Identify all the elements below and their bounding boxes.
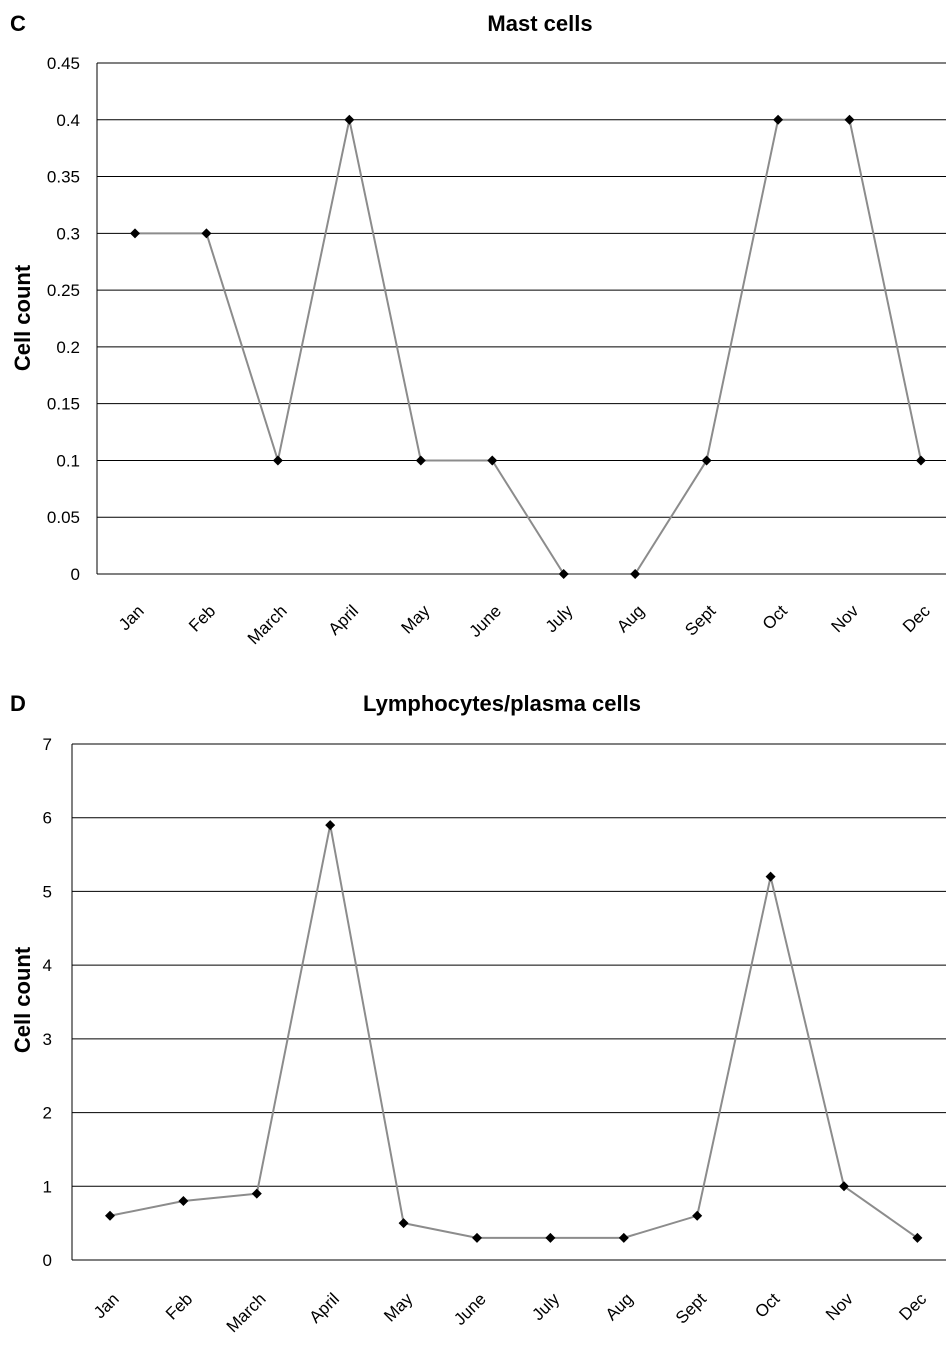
y-tick-label: 0.25 [47, 281, 80, 300]
y-tick-label: 6 [43, 809, 52, 828]
x-tick-label: June [450, 1289, 490, 1329]
y-tick-label: 4 [43, 956, 52, 975]
panel-letter: D [10, 691, 26, 716]
data-point [773, 114, 784, 125]
series-line [135, 118, 922, 575]
x-tick-label: April [306, 1289, 343, 1326]
panel-letter: C [10, 11, 26, 36]
y-tick-label: 0 [71, 565, 80, 584]
x-tick-label: Oct [759, 601, 791, 633]
y-tick-label: 0.2 [56, 338, 80, 357]
x-tick-label: Nov [828, 601, 863, 636]
x-tick-label: Oct [751, 1289, 783, 1321]
data-point [844, 114, 855, 125]
y-tick-label: 3 [43, 1030, 52, 1049]
x-tick-label: May [397, 601, 433, 637]
x-tick-label: April [325, 601, 362, 638]
lymphocytes-plasma-cells-chart: D Lymphocytes/plasma cells Cell count 0 1… [10, 691, 946, 1336]
data-point [558, 569, 569, 579]
data-point [344, 114, 355, 125]
x-tick-label: Jan [115, 601, 148, 634]
data-point [912, 1232, 923, 1243]
y-tick-label: 2 [43, 1104, 52, 1123]
data-point [487, 455, 498, 466]
y-tick-label: 0.1 [56, 451, 80, 470]
x-tick-label: Aug [613, 601, 648, 636]
x-tick-label: March [223, 1289, 270, 1336]
mast-cells-chart: C Mast cells Cell count 0 0.05 0.1 0.15 0.2 0… [10, 11, 946, 648]
x-tick-label: June [466, 601, 506, 641]
x-tick-label: Feb [185, 601, 219, 635]
data-point [105, 1210, 115, 1221]
chart-title: Mast cells [487, 11, 592, 36]
data-point [701, 455, 712, 466]
y-axis-label: Cell count [10, 946, 35, 1053]
y-tick-label: 0.4 [56, 111, 80, 130]
data-point [630, 569, 641, 579]
y-axis-label: Cell count [10, 264, 35, 371]
data-point [618, 1232, 629, 1243]
y-tick-label: 1 [43, 1177, 52, 1196]
x-tick-label: Sept [672, 1289, 710, 1327]
data-point [251, 1188, 262, 1199]
data-point [545, 1232, 556, 1243]
x-tick-label: Sept [681, 601, 719, 639]
x-tick-label: Dec [895, 1289, 930, 1324]
data-point [692, 1210, 703, 1221]
x-tick-label: March [244, 601, 291, 648]
x-tick-label: Aug [602, 1289, 637, 1324]
data-point [839, 1181, 849, 1192]
y-tick-label: 0.35 [47, 168, 80, 187]
y-tick-label: 0.45 [47, 54, 80, 73]
data-point [272, 455, 283, 466]
x-tick-label: Feb [162, 1289, 196, 1323]
data-point [130, 228, 140, 239]
series-line [109, 824, 918, 1239]
data-point [178, 1196, 189, 1207]
y-tick-label: 0.05 [47, 508, 80, 527]
y-tick-label: 5 [43, 882, 52, 901]
y-tick-label: 0.15 [47, 395, 80, 414]
x-tick-label: July [542, 601, 577, 636]
x-tick-label: Dec [899, 601, 934, 636]
chart-title: Lymphocytes/plasma cells [363, 691, 641, 716]
data-point [472, 1232, 482, 1243]
data-point [398, 1218, 409, 1229]
data-point [765, 871, 776, 882]
x-tick-label: July [528, 1289, 563, 1324]
data-point [201, 228, 212, 239]
y-tick-label: 0.3 [56, 224, 80, 243]
data-point [915, 455, 926, 466]
x-tick-label: Jan [90, 1289, 123, 1322]
data-point [415, 455, 426, 466]
x-tick-label: Nov [822, 1289, 857, 1324]
y-tick-label: 7 [43, 735, 52, 754]
data-point [325, 820, 336, 831]
x-tick-label: May [380, 1289, 416, 1325]
y-tick-label: 0 [43, 1251, 52, 1270]
